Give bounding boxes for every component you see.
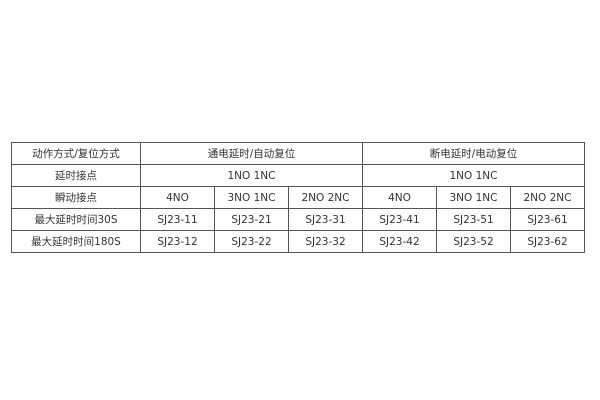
cell: 2NO 2NC — [288, 186, 363, 209]
table-row: 最大延时时间180S SJ23-12 SJ23-22 SJ23-32 SJ23-… — [11, 230, 585, 253]
cell: 2NO 2NC — [510, 186, 585, 209]
row-label: 延时接点 — [11, 164, 141, 187]
cell: SJ23-42 — [362, 230, 437, 253]
cell: SJ23-52 — [436, 230, 511, 253]
cell: SJ23-51 — [436, 208, 511, 231]
cell: SJ23-41 — [362, 208, 437, 231]
delay-contact-row: 延时接点 1NO 1NC 1NO 1NC — [11, 164, 585, 187]
instant-contact-row: 瞬动接点 4NO 3NO 1NC 2NO 2NC 4NO 3NO 1NC 2NO… — [11, 186, 585, 209]
cell: 1NO 1NC — [140, 164, 363, 187]
cell: 3NO 1NC — [214, 186, 289, 209]
header-label: 动作方式/复位方式 — [11, 142, 141, 165]
cell: SJ23-32 — [288, 230, 363, 253]
cell: SJ23-12 — [140, 230, 215, 253]
cell: 3NO 1NC — [436, 186, 511, 209]
model-table: 动作方式/复位方式 通电延时/自动复位 断电延时/电动复位 延时接点 1NO 1… — [11, 142, 585, 253]
group-power-on-delay: 通电延时/自动复位 — [140, 142, 363, 165]
table-row: 最大延时时间30S SJ23-11 SJ23-21 SJ23-31 SJ23-4… — [11, 208, 585, 231]
group-power-off-delay: 断电延时/电动复位 — [362, 142, 585, 165]
cell: 1NO 1NC — [362, 164, 585, 187]
cell: 4NO — [362, 186, 437, 209]
row-label: 最大延时时间180S — [11, 230, 141, 253]
row-label: 最大延时时间30S — [11, 208, 141, 231]
cell: 4NO — [140, 186, 215, 209]
header-row: 动作方式/复位方式 通电延时/自动复位 断电延时/电动复位 — [11, 142, 585, 165]
cell: SJ23-21 — [214, 208, 289, 231]
row-label: 瞬动接点 — [11, 186, 141, 209]
cell: SJ23-31 — [288, 208, 363, 231]
cell: SJ23-22 — [214, 230, 289, 253]
cell: SJ23-11 — [140, 208, 215, 231]
cell: SJ23-62 — [510, 230, 585, 253]
cell: SJ23-61 — [510, 208, 585, 231]
